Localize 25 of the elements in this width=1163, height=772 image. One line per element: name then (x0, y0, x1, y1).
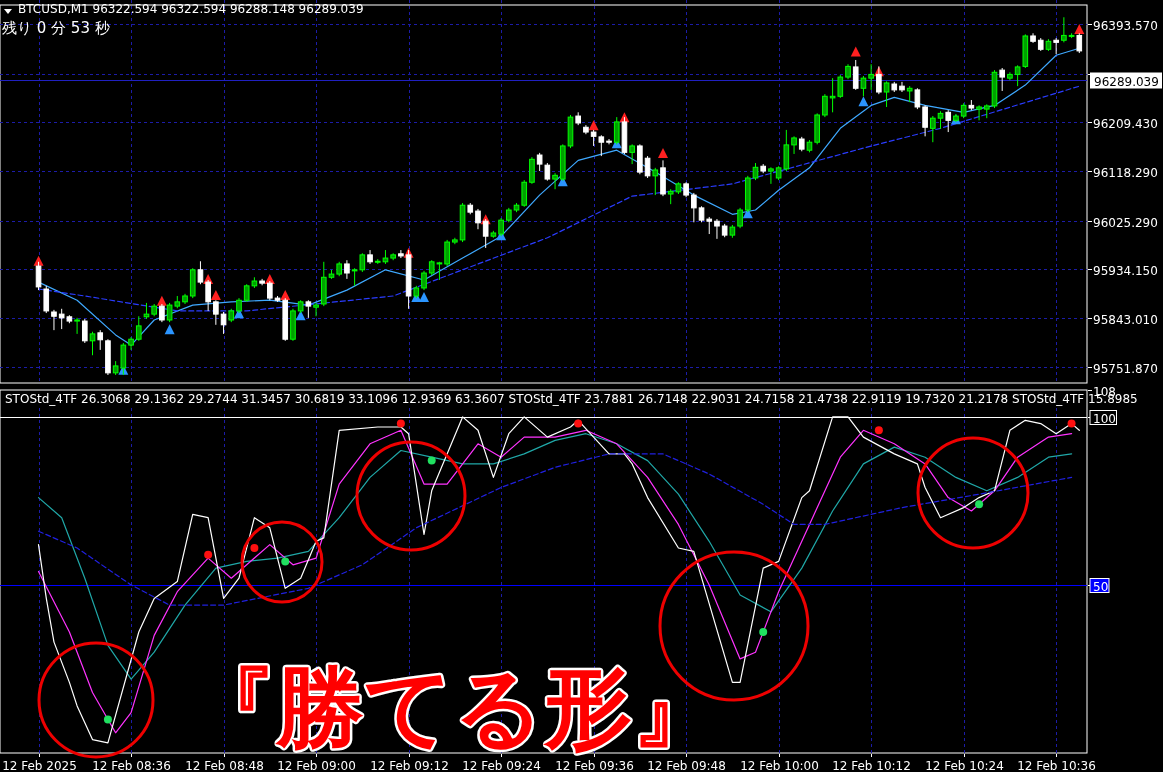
annotation: 『勝てる形』 (188, 656, 720, 759)
x-tick-label: 12 Feb 10:24 (925, 759, 1004, 772)
ref-line-label: 96289.039 (1094, 74, 1159, 89)
text: 残り 0 分 53 秒 (2, 19, 110, 37)
x-tick-label: 12 Feb 09:48 (647, 759, 726, 772)
y-tick-label: 96393.570 (1093, 18, 1158, 33)
x-tick-label: 12 Feb 09:12 (370, 759, 449, 772)
y-tick-label: 96209.430 (1093, 116, 1158, 131)
x-tick-label: 12 Feb 08:48 (185, 759, 264, 772)
y-tick-label: 95751.870 (1093, 361, 1158, 376)
x-tick-label: 12 Feb 09:00 (277, 759, 356, 772)
x-tick-label: 12 Feb 09:36 (555, 759, 634, 772)
x-tick-label: 12 Feb 10:36 (1017, 759, 1096, 772)
x-tick-label: 12 Feb 10:12 (832, 759, 911, 772)
x-tick-label: 12 Feb 08:36 (92, 759, 171, 772)
x-tick-label: 12 Feb 10:00 (740, 759, 819, 772)
y-tick-label: 95843.010 (1093, 312, 1158, 327)
y-tick-label: 100 (1093, 411, 1116, 426)
x-tick-label: 12 Feb 2025 (2, 759, 77, 772)
chart-title: BTCUSD,M1 96322.594 96322.594 96288.148 96289.039 (18, 2, 364, 16)
y-tick-label: 96025.290 (1093, 215, 1158, 230)
y-tick-label: 95934.150 (1093, 263, 1158, 278)
x-tick-label: 12 Feb 09:24 (462, 759, 541, 772)
y-tick-label: 96118.290 (1093, 165, 1158, 180)
y-tick-label: 50 (1093, 579, 1109, 594)
